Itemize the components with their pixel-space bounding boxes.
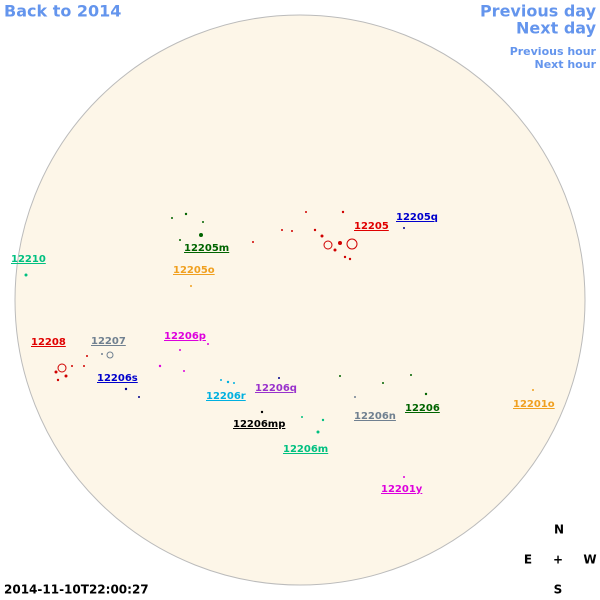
region-label[interactable]: 12201o (513, 399, 555, 410)
region-label[interactable]: 12206q (255, 383, 297, 394)
region-label[interactable]: 12206mp (233, 419, 285, 430)
region-label[interactable]: 12205q (396, 212, 438, 223)
compass-north: N (554, 523, 564, 537)
back-link[interactable]: Back to 2014 (4, 2, 121, 21)
region-label[interactable]: 12206n (354, 411, 396, 422)
previous-day-link[interactable]: Previous day (480, 2, 597, 21)
timestamp: 2014-11-10T22:00:27 (4, 583, 149, 597)
region-label[interactable]: 12206 (405, 403, 440, 414)
region-label[interactable]: 12210 (11, 254, 46, 265)
region-label[interactable]: 12207 (91, 336, 126, 347)
compass-east: E (524, 553, 532, 567)
region-label[interactable]: 12208 (31, 337, 66, 348)
region-label[interactable]: 12205m (184, 243, 229, 254)
next-hour-link[interactable]: Next hour (535, 58, 597, 71)
region-label[interactable]: 12205o (173, 265, 215, 276)
next-day-link[interactable]: Next day (516, 19, 597, 38)
compass-center: + (553, 553, 563, 567)
spots (24, 210, 534, 478)
region-label[interactable]: 12206r (206, 391, 246, 402)
region-label[interactable]: 12206p (164, 331, 206, 342)
solar-disk (14, 14, 586, 586)
compass-west: W (583, 553, 596, 567)
compass-south: S (554, 583, 563, 597)
region-label[interactable]: 12206m (283, 444, 328, 455)
region-label[interactable]: 12205 (354, 221, 389, 232)
previous-hour-link[interactable]: Previous hour (510, 45, 597, 58)
region-label[interactable]: 12201y (381, 484, 423, 495)
region-label[interactable]: 12206s (97, 373, 138, 384)
